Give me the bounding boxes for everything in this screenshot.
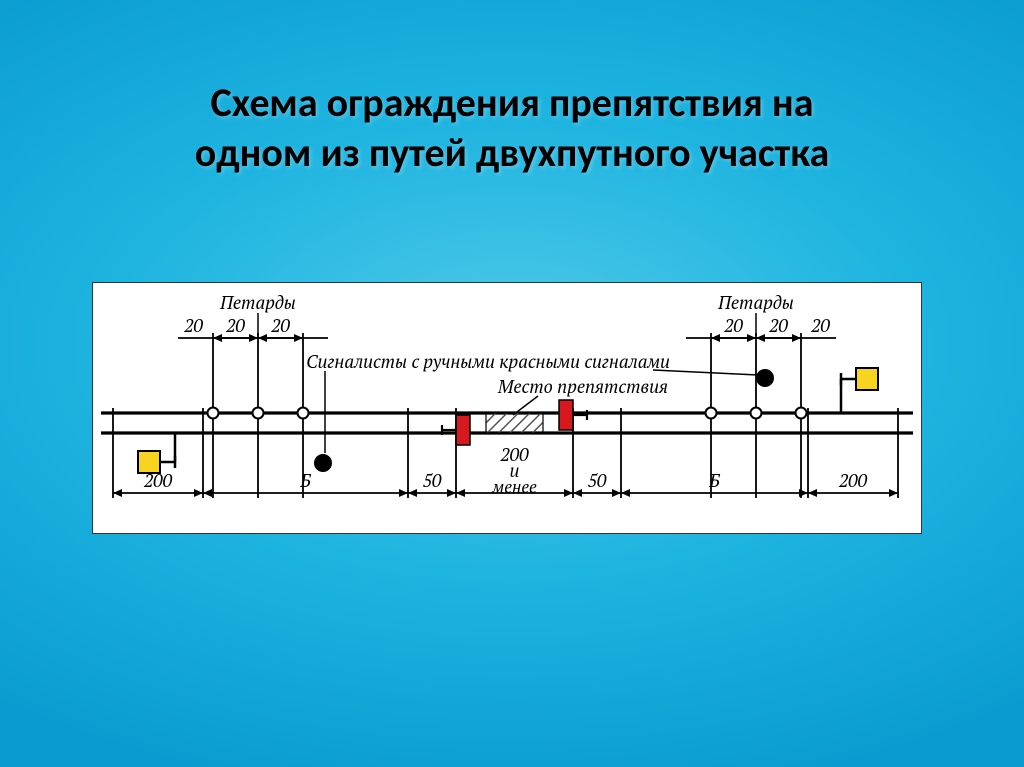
svg-text:200: 200 [143,469,173,493]
title-line-2: одном из путей двухпутного участка [195,128,829,177]
svg-text:Б: Б [299,469,311,493]
svg-text:Петарды: Петарды [717,291,794,315]
title-line-1: Схема ограждения препятствия на [211,78,814,127]
svg-text:Петарды: Петарды [219,291,296,315]
slide-title: Схема ограждения препятствия на одном из… [0,78,1024,178]
svg-text:20: 20 [225,314,245,338]
svg-text:Сигналисты с ручными красными: Сигналисты с ручными красными сигналами [306,350,670,374]
svg-text:20: 20 [723,314,743,338]
svg-text:Место препятствия: Место препятствия [497,375,668,399]
svg-text:50: 50 [588,469,607,493]
svg-text:Б: Б [708,469,720,493]
svg-text:20: 20 [183,314,203,338]
rail-diagram: 202020202020200Б5050Б200200именееПетарды… [93,283,921,533]
svg-text:менее: менее [491,475,537,498]
svg-text:50: 50 [423,469,442,493]
svg-text:20: 20 [810,314,830,338]
svg-text:20: 20 [270,314,290,338]
slide-root: Схема ограждения препятствия на одном из… [0,0,1024,767]
svg-text:200: 200 [838,469,868,493]
diagram-container: 202020202020200Б5050Б200200именееПетарды… [92,282,922,534]
svg-text:20: 20 [768,314,788,338]
